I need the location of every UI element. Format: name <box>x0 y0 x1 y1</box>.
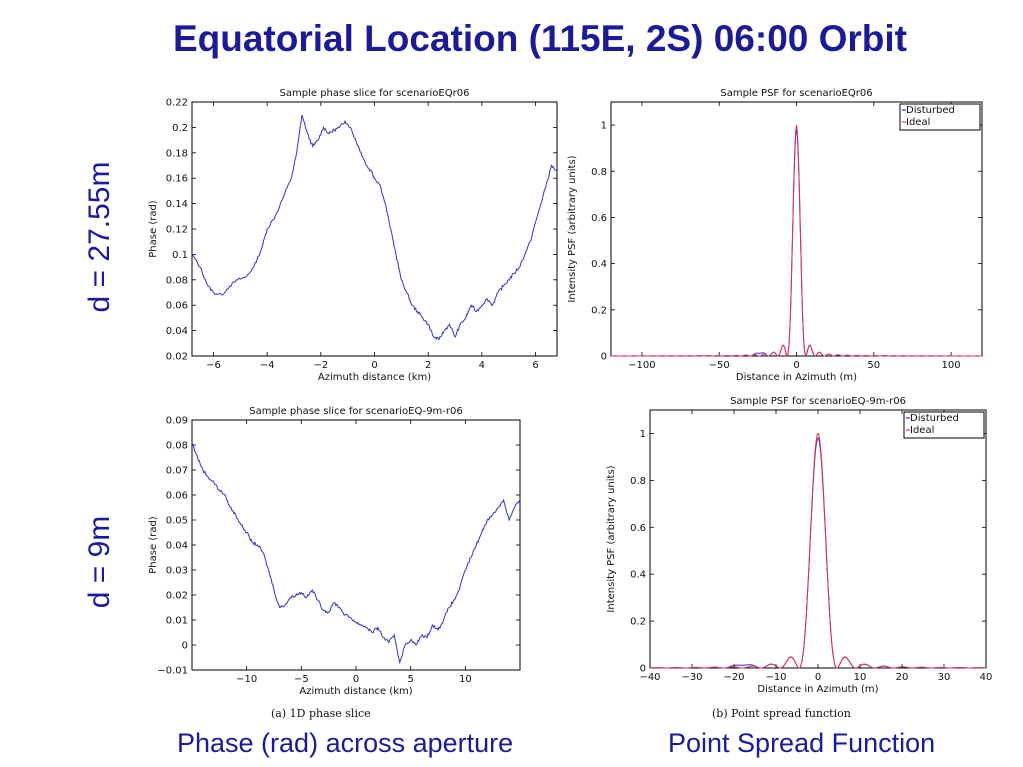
y-tick-label: 0.05 <box>166 516 188 527</box>
x-tick-label: 20 <box>896 672 909 683</box>
y-tick-label: 0.6 <box>630 523 646 534</box>
chart-title: Sample PSF for scenarioEQ-9m-r06 <box>730 396 906 407</box>
chart-title: Sample PSF for scenarioEQr06 <box>720 88 872 99</box>
y-tick-label: 0.12 <box>166 225 188 236</box>
y-tick-label: 0.2 <box>591 305 607 316</box>
x-tick-label: −4 <box>260 360 275 371</box>
x-tick-label: 10 <box>459 674 472 685</box>
y-tick-label: 0.03 <box>166 566 188 577</box>
phase-series-line <box>191 442 521 665</box>
x-tick-label: −10 <box>765 672 786 683</box>
legend-entry: Disturbed <box>906 105 955 116</box>
y-tick-label: 0.06 <box>166 301 188 312</box>
psf-chart-top: Sample PSF for scenarioEQr06−100 −50 0 50 10… <box>567 88 983 383</box>
x-tick-label: −30 <box>681 672 702 683</box>
y-tick-label: 0.01 <box>166 616 188 627</box>
x-axis-label: Distance in Azimuth (m) <box>757 684 878 695</box>
bottom-label-phase: Phase (rad) across aperture <box>177 728 514 758</box>
x-tick-label: −5 <box>294 674 309 685</box>
y-tick-label: 0.08 <box>166 275 188 286</box>
psf-ideal-line <box>649 432 987 669</box>
y-axis-label: Phase (rad) <box>148 200 159 258</box>
y-tick-label: 0.14 <box>166 199 188 210</box>
x-tick-label: −10 <box>236 674 257 685</box>
y-tick-label: 0.02 <box>166 352 188 363</box>
x-axis-label: Distance in Azimuth (m) <box>736 372 857 383</box>
x-tick-label: 100 <box>942 360 961 371</box>
plot-frame <box>191 419 521 671</box>
x-tick-label: −6 <box>206 360 221 371</box>
x-tick-label: 0 <box>371 360 377 371</box>
x-axis-label: Azimuth distance (km) <box>318 372 431 383</box>
legend-box <box>899 103 981 131</box>
x-tick-label: 6 <box>532 360 538 371</box>
y-tick-label: 0 <box>601 352 607 363</box>
y-tick-label: 0.1 <box>172 250 188 261</box>
phase-slice-chart-top: Sample phase slice for scenarioEQr06 −6 −4… <box>148 88 558 383</box>
x-tick-label: 0 <box>815 672 821 683</box>
row-label-bottom: d = 9m <box>83 515 116 609</box>
psf-ideal-line <box>611 125 982 357</box>
x-tick-label: 5 <box>407 674 413 685</box>
x-tick-label: −50 <box>709 360 730 371</box>
chart-title: Sample phase slice for scenarioEQr06 <box>280 88 470 99</box>
row-label-top: d = 27.55m <box>83 161 116 313</box>
y-tick-label: 0.07 <box>166 466 188 477</box>
y-tick-label: 0 <box>182 641 188 652</box>
y-tick-label: 1 <box>640 429 646 440</box>
y-tick-label: 0.16 <box>166 174 188 185</box>
caption-psf: (b) Point spread function <box>712 707 851 720</box>
y-tick-label: 0.6 <box>591 213 607 224</box>
y-tick-label: 0.02 <box>166 591 188 602</box>
x-tick-label: −2 <box>313 360 328 371</box>
phase-slice-chart-bottom: Sample phase slice for scenarioEQ-9m-r06… <box>148 406 521 697</box>
y-tick-label: 0.4 <box>591 259 607 270</box>
y-tick-label: 0.8 <box>591 167 607 178</box>
y-tick-label: 0.8 <box>630 476 646 487</box>
y-tick-label: 0.06 <box>166 491 188 502</box>
y-axis-label: Intensity PSF (arbitrary units) <box>606 465 617 612</box>
x-tick-label: −100 <box>628 360 655 371</box>
y-tick-label: 0 <box>640 664 646 675</box>
y-tick-label: 1 <box>601 121 607 132</box>
y-tick-label: −0.01 <box>157 666 188 677</box>
y-tick-label: 0.18 <box>166 148 188 159</box>
x-tick-label: 4 <box>479 360 485 371</box>
bottom-label-psf: Point Spread Function <box>668 728 936 758</box>
x-tick-label: 2 <box>425 360 431 371</box>
plot-frame <box>649 409 987 669</box>
y-tick-label: 0.08 <box>166 441 188 452</box>
psf-chart-bottom: Sample PSF for scenarioEQ-9m-r06 −40 −30 −2… <box>606 396 993 695</box>
x-tick-label: 50 <box>867 360 880 371</box>
x-tick-label: 10 <box>854 672 867 683</box>
y-axis-label: Intensity PSF (arbitrary units) <box>567 155 578 302</box>
caption-phase-slice: (a) 1D phase slice <box>271 707 371 720</box>
x-tick-label: −40 <box>639 672 660 683</box>
legend-entry: Ideal <box>906 117 930 128</box>
y-tick-label: 0.22 <box>166 98 188 109</box>
y-tick-label: 0.4 <box>630 570 646 581</box>
x-tick-label: 0 <box>353 674 359 685</box>
y-axis-label: Phase (rad) <box>148 516 159 574</box>
x-axis-label: Azimuth distance (km) <box>299 686 412 697</box>
legend-entry: Disturbed <box>910 413 959 424</box>
y-tick-label: 0.09 <box>166 416 188 427</box>
x-tick-label: 30 <box>938 672 951 683</box>
plot-frame <box>191 101 558 357</box>
y-tick-label: 0.04 <box>166 541 188 552</box>
legend-box <box>903 411 985 439</box>
x-tick-label: 40 <box>980 672 993 683</box>
chart-title: Sample phase slice for scenarioEQ-9m-r06 <box>249 406 463 417</box>
x-tick-label: −20 <box>723 672 744 683</box>
legend-entry: Ideal <box>910 425 934 436</box>
x-tick-label: 0 <box>793 360 799 371</box>
phase-series-line <box>191 114 558 341</box>
y-tick-label: 0.2 <box>172 123 188 134</box>
slide-title: Equatorial Location (115E, 2S) 06:00 Orb… <box>172 18 908 59</box>
plot-frame <box>610 101 983 357</box>
y-tick-label: 0.2 <box>630 617 646 628</box>
y-tick-label: 0.04 <box>166 326 188 337</box>
